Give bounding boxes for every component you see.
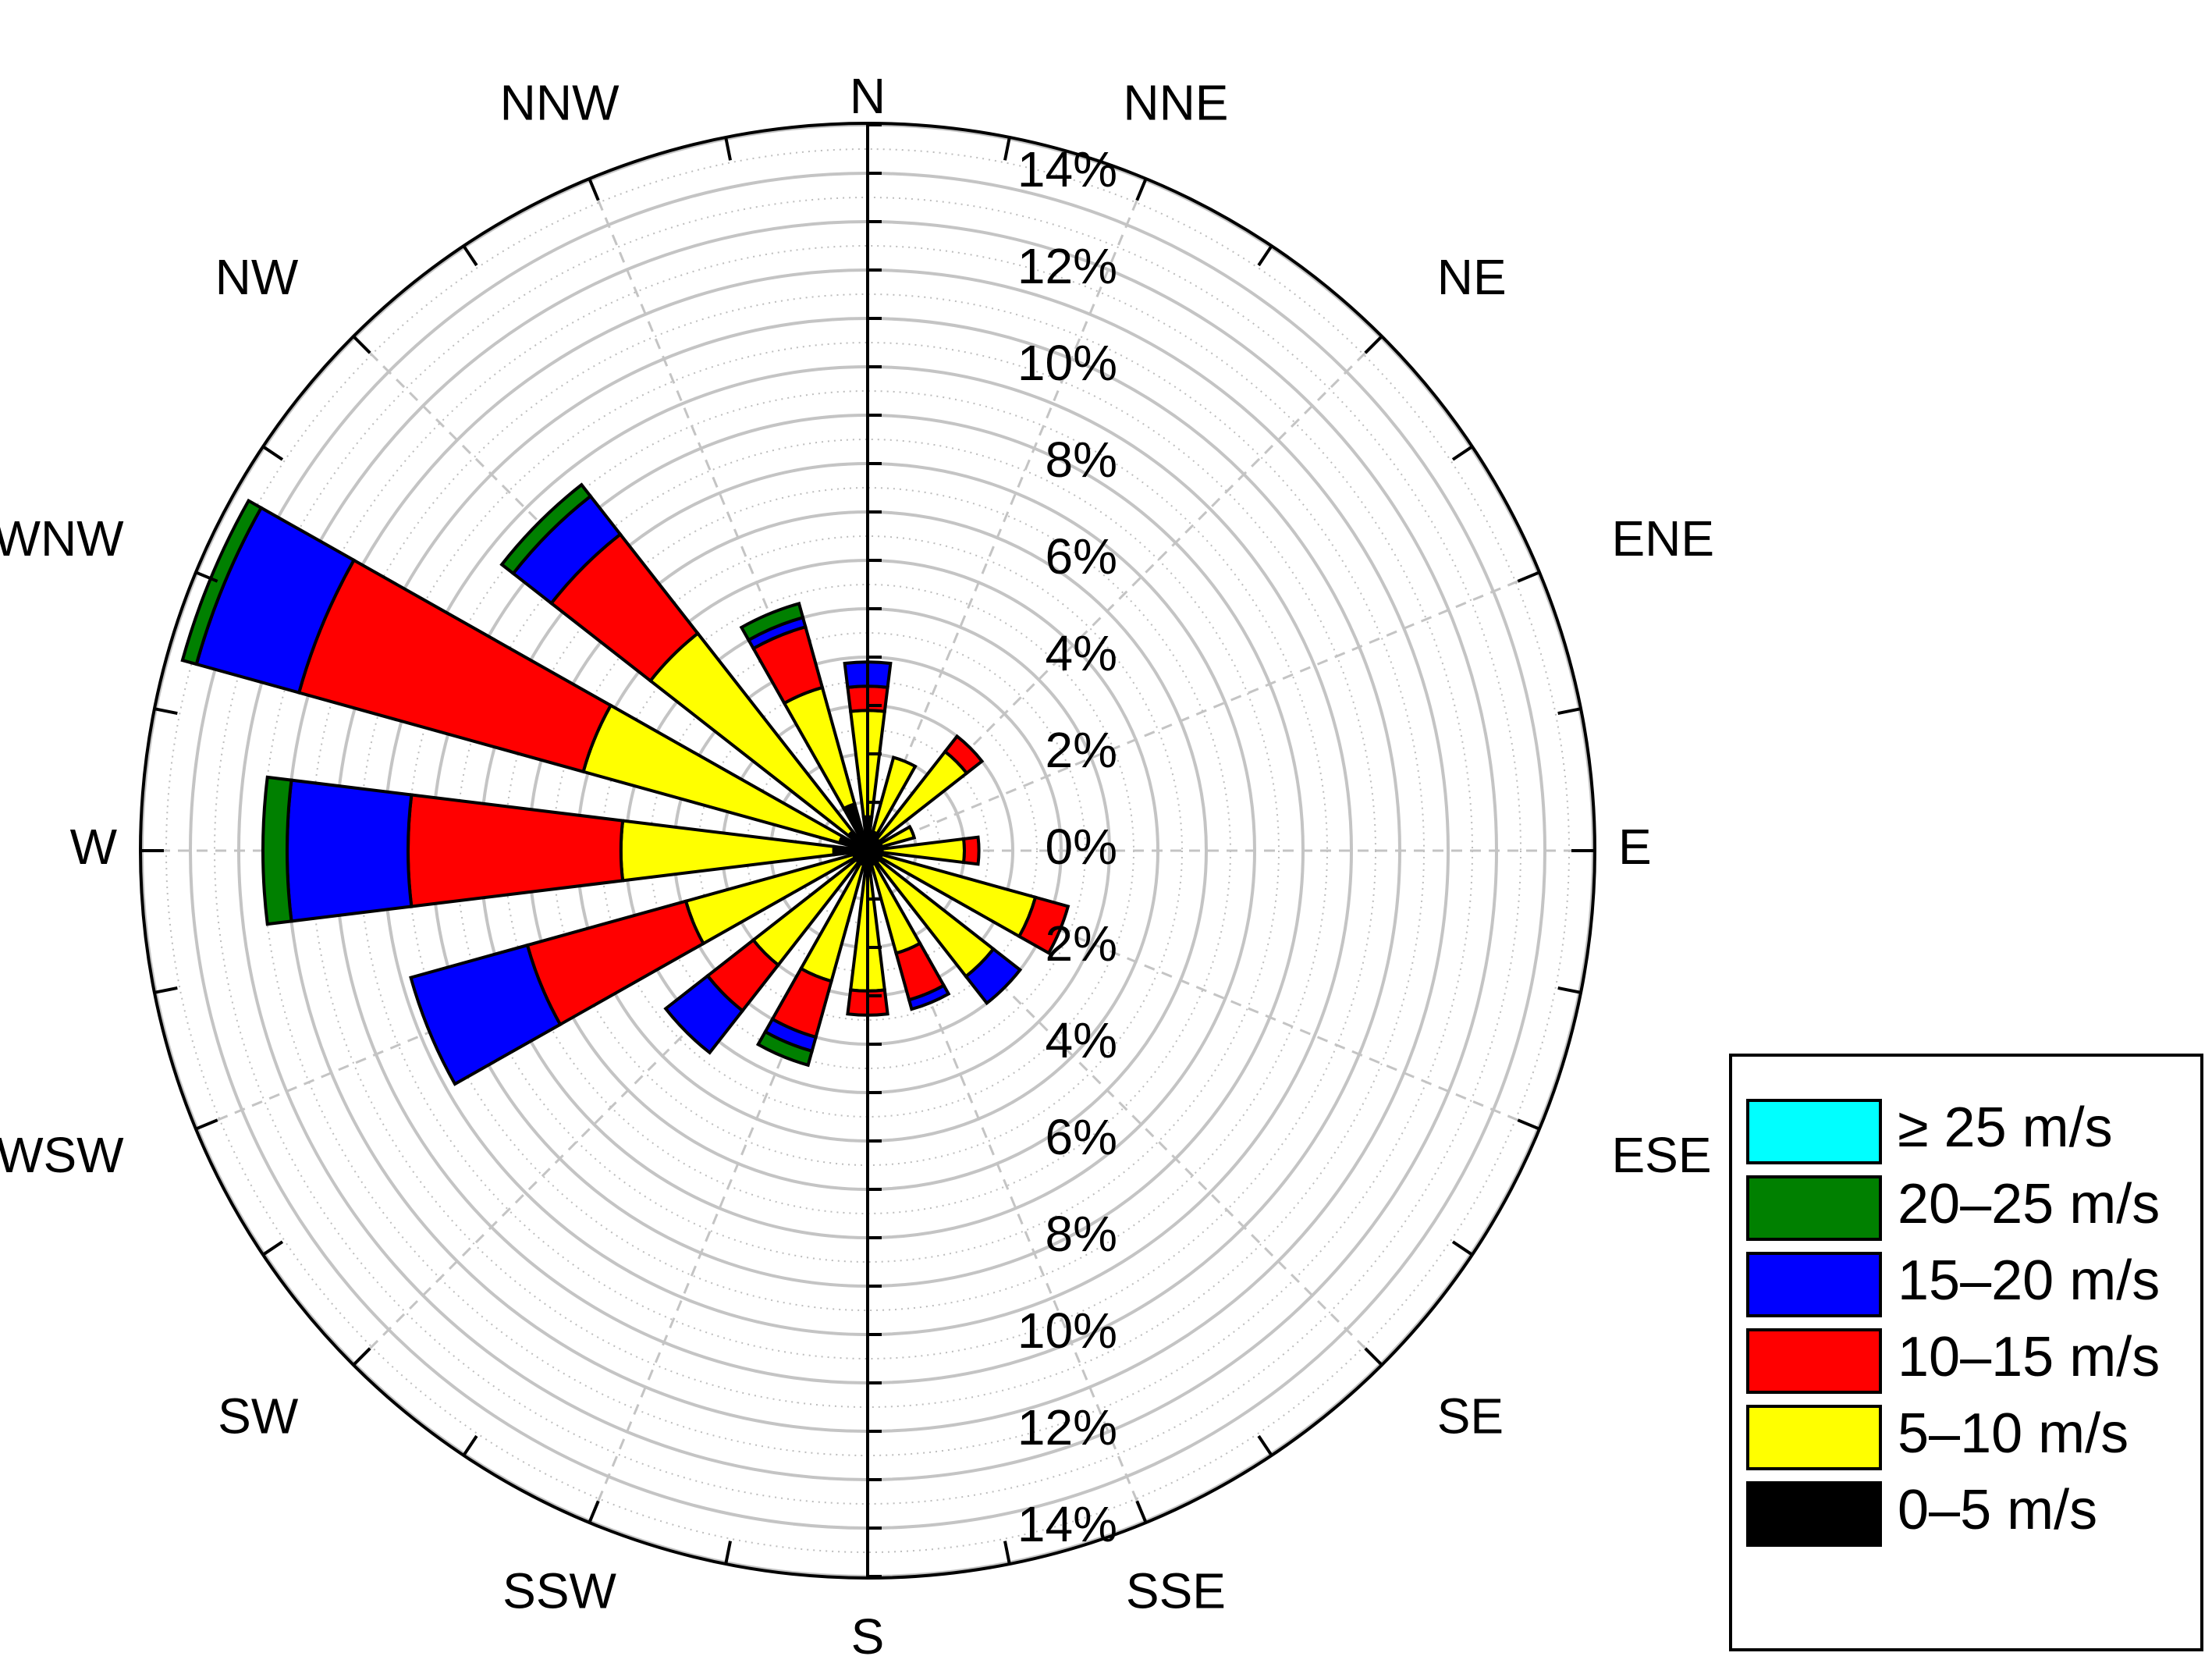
radial-tick-label: 14% (1017, 141, 1117, 197)
axis-labels: N NNE NE ENE E ESE SE SSE S SSW SW WSW W WNW NW NNW 0% 2%… (0, 68, 1714, 1665)
direction-label-ssw: SSW (502, 1562, 616, 1619)
radial-tick-label: 4% (1046, 625, 1118, 681)
outer-tick (724, 1541, 732, 1565)
direction-label-wnw: WNW (0, 510, 124, 567)
wedge-wsw-bin-3 (409, 943, 563, 1086)
radial-tick-label: 2% (1046, 915, 1118, 972)
outer-tick (1135, 178, 1148, 201)
wedge-nw-bin-4 (499, 482, 593, 576)
direction-label-w: W (70, 819, 118, 875)
direction-label-sw: SW (218, 1388, 299, 1445)
wedge-ssw-bin-4 (755, 1029, 815, 1068)
outer-tick (1003, 1541, 1011, 1565)
radial-tick-label: 12% (1017, 238, 1117, 294)
radial-tick-label: 0% (1046, 819, 1118, 875)
outer-tick (154, 986, 178, 994)
outer-tick (1135, 1500, 1148, 1523)
radial-tick-label: 14% (1017, 1496, 1117, 1552)
outer-tick (1364, 335, 1383, 354)
radial-tick-label: 10% (1017, 335, 1117, 391)
direction-label-ene: ENE (1611, 510, 1714, 567)
outer-tick (724, 137, 732, 161)
outer-tick (261, 1240, 284, 1256)
legend-swatch-5 (1746, 1481, 1882, 1547)
outer-tick (1364, 1347, 1383, 1367)
outer-tick (1257, 244, 1273, 267)
outer-tick (1003, 137, 1011, 161)
legend-label-2: 15–20 m/s (1898, 1249, 2160, 1312)
wedge-wnw-bin-4 (180, 498, 264, 666)
outer-tick (261, 445, 284, 461)
outer-tick (462, 244, 478, 267)
polar-axes (139, 122, 1596, 1580)
direction-label-wsw: WSW (0, 1127, 124, 1183)
outer-tick (1517, 570, 1540, 583)
outer-tick (1451, 445, 1474, 461)
legend-swatch-3 (1746, 1328, 1882, 1394)
radial-tick-label: 8% (1046, 432, 1118, 488)
legend-swatch-4 (1746, 1405, 1882, 1470)
legend-label-1: 20–25 m/s (1898, 1173, 2160, 1235)
radial-tick-label: 12% (1017, 1399, 1117, 1455)
direction-label-n: N (850, 68, 886, 124)
outer-tick (1557, 707, 1582, 715)
outer-tick (154, 707, 178, 715)
wedge-ese-bin-2 (1017, 895, 1070, 955)
grid-spoke-ene (867, 570, 1540, 852)
wedge-sw-bin-3 (663, 973, 745, 1055)
radial-tick-label: 10% (1017, 1303, 1117, 1359)
radial-tick-label: 2% (1046, 722, 1118, 778)
outer-tick (588, 1500, 600, 1523)
wedge-ene-bin-1 (878, 824, 917, 849)
outer-tick (352, 1347, 371, 1367)
wedge-sse-bin-3 (907, 983, 951, 1011)
radial-tick-label: 8% (1046, 1206, 1118, 1262)
direction-label-se: SE (1437, 1388, 1504, 1445)
legend-swatch-2 (1746, 1252, 1882, 1317)
outer-tick (462, 1434, 478, 1457)
outer-tick (195, 1118, 218, 1131)
wedge-w-bin-3 (285, 778, 414, 923)
outer-tick (1451, 1240, 1474, 1256)
wedge-nnw-bin-4 (739, 601, 805, 642)
wind-rose-wedges (180, 482, 1070, 1086)
outer-tick (588, 178, 600, 201)
grid-ring-minor (456, 439, 1280, 1263)
legend-swatch-1 (1746, 1175, 1882, 1241)
outer-tick (352, 335, 371, 354)
legend-label-4: 5–10 m/s (1898, 1402, 2129, 1465)
grid-ring-minor (214, 197, 1521, 1505)
radial-tick-label: 4% (1046, 1012, 1118, 1068)
direction-label-nne: NNE (1123, 74, 1228, 130)
legend-label-3: 10–15 m/s (1898, 1326, 2160, 1388)
outer-tick (1557, 986, 1582, 994)
radial-tick-label: 6% (1046, 1109, 1118, 1165)
outer-tick (1517, 1118, 1540, 1131)
direction-label-ese: ESE (1611, 1127, 1711, 1183)
radial-tick-label: 6% (1046, 528, 1118, 585)
outer-tick (195, 570, 218, 583)
wedge-e-bin-2 (961, 835, 981, 866)
direction-label-nw: NW (215, 249, 299, 305)
legend-label-5: 0–5 m/s (1898, 1479, 2097, 1541)
direction-label-s: S (851, 1608, 885, 1665)
legend-swatch-0 (1746, 1099, 1882, 1164)
wedge-w-bin-2 (406, 793, 625, 908)
direction-label-nnw: NNW (500, 74, 620, 130)
wedge-w-bin-4 (261, 775, 293, 926)
outer-tick (1257, 1434, 1273, 1457)
wedge-ne-bin-2 (943, 734, 985, 776)
direction-label-sse: SSE (1126, 1562, 1226, 1619)
wedge-se-bin-3 (964, 947, 1023, 1006)
legend: ≥ 25 m/s 20–25 m/s 15–20 m/s 10–15 m/s 5–10 … (1729, 1054, 2203, 1651)
grid-spoke-nne (866, 178, 1148, 851)
legend-label-0: ≥ 25 m/s (1898, 1096, 2113, 1159)
wedge-nne-bin-1 (871, 755, 918, 837)
direction-label-ne: NE (1437, 249, 1507, 305)
direction-label-e: E (1618, 819, 1652, 875)
grid-ring-minor (359, 342, 1376, 1359)
